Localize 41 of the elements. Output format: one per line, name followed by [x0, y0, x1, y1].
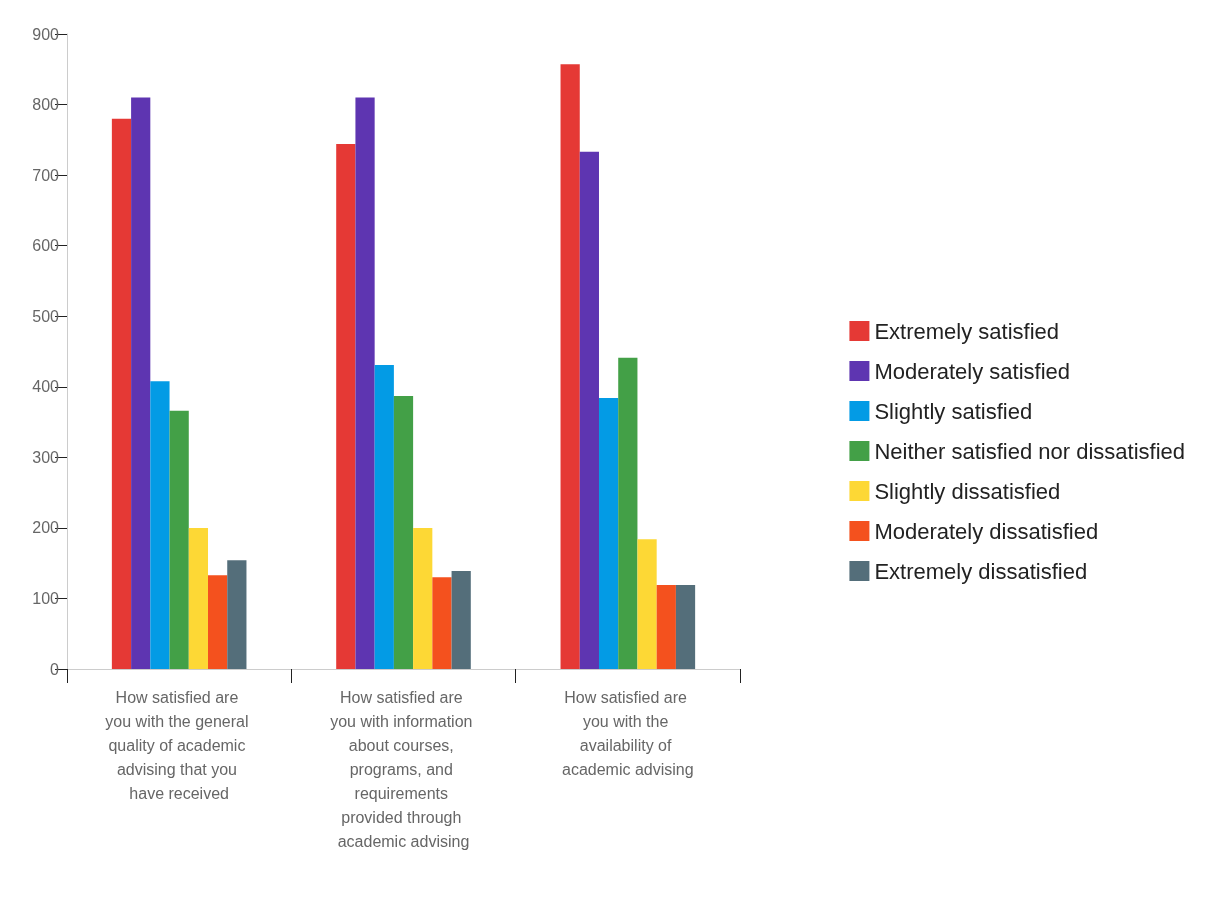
y-tick-label: 900: [32, 25, 60, 43]
y-tick-label: 700: [32, 166, 60, 184]
bar: [111, 118, 132, 669]
y-tick-label: 200: [32, 519, 60, 537]
y-tick-label: 100: [32, 589, 60, 607]
bar: [451, 570, 471, 669]
legend-label: Extremely dissatisfied: [874, 558, 1088, 584]
bar: [374, 364, 394, 669]
legend-label: Moderately satisfied: [874, 358, 1071, 384]
bar: [393, 395, 414, 669]
bar: [432, 577, 452, 669]
bar: [355, 97, 375, 669]
bar: [336, 144, 356, 669]
bar: [579, 151, 599, 669]
bar: [560, 64, 580, 669]
legend-label: Slightly dissatisfied: [874, 478, 1061, 504]
bar: [169, 410, 189, 669]
bar: [637, 539, 657, 669]
x-tick-label: How satisfied are you with the general quality of academic advising that you have received: [105, 688, 253, 802]
y-tick-label: 800: [32, 96, 60, 114]
bar: [598, 398, 619, 669]
x-tick-label: How satisfied are you with information about courses, programs, and requirements provided through academic advising: [330, 688, 477, 850]
bar: [208, 575, 228, 669]
legend-label: Extremely satisfied: [874, 318, 1060, 344]
y-tick-label: 600: [32, 237, 60, 255]
bar: [675, 585, 696, 669]
y-tick-label: 400: [32, 378, 60, 396]
legend-label: Moderately dissatisfied: [874, 518, 1099, 544]
legend-label: Slightly satisfied: [874, 398, 1033, 424]
bar: [618, 357, 638, 669]
bar: [188, 527, 209, 669]
bar: [150, 381, 170, 669]
bar: [413, 527, 433, 669]
legend-label: Neither satisfied nor dissatisfied: [874, 438, 1185, 464]
y-tick-label: 300: [32, 448, 60, 466]
y-tick-label: 500: [32, 307, 60, 325]
y-tick-label: 0: [50, 660, 60, 678]
bar: [656, 585, 676, 669]
bar: [227, 560, 247, 669]
x-tick-label: How satisfied are you with the availability of academic advising: [562, 688, 694, 778]
bar: [131, 97, 151, 669]
